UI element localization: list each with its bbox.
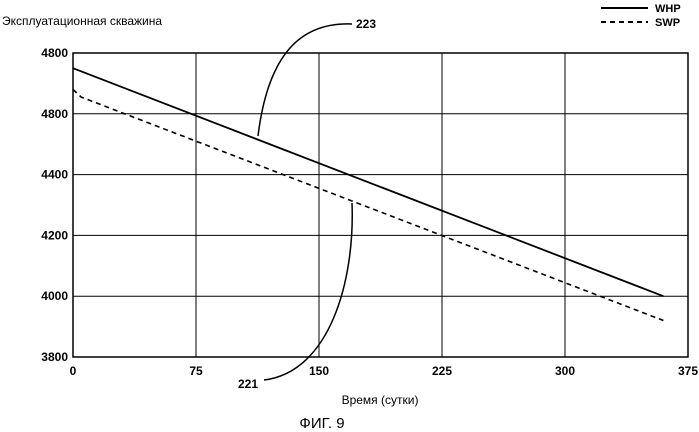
y-tick-label-4: 4800 bbox=[41, 107, 68, 121]
x-tick-label-4: 300 bbox=[555, 364, 575, 378]
y-tick-label-1: 4000 bbox=[41, 289, 68, 303]
x-tick-label-1: 75 bbox=[189, 364, 203, 378]
legend: WHP SWP bbox=[601, 3, 681, 29]
series-layer bbox=[73, 68, 663, 320]
x-axis-label: Время (сутки) bbox=[342, 393, 419, 407]
annotation-label-223: 223 bbox=[356, 17, 376, 31]
y-tick-label-0: 3800 bbox=[41, 350, 68, 364]
series-line-swp bbox=[73, 90, 663, 321]
legend-label-swp: SWP bbox=[655, 17, 680, 29]
y-axis-ticks: 3800 4000 4200 4400 4800 4800 bbox=[41, 46, 68, 364]
x-tick-label-2: 150 bbox=[309, 364, 329, 378]
y-tick-label-3: 4400 bbox=[41, 168, 68, 182]
x-axis-ticks: 0 75 150 225 300 375 bbox=[70, 364, 699, 378]
grid bbox=[73, 53, 688, 357]
plot-frame bbox=[73, 53, 688, 357]
plot-area bbox=[73, 53, 688, 357]
annotation-223: 223 bbox=[258, 17, 376, 136]
x-tick-label-0: 0 bbox=[70, 364, 77, 378]
series-line-whp bbox=[73, 68, 663, 296]
figure-caption: ФИГ. 9 bbox=[299, 415, 344, 432]
chart-title: Эксплуатационная скважина bbox=[2, 14, 162, 28]
legend-label-whp: WHP bbox=[655, 3, 681, 15]
annotation-221: 221 bbox=[238, 203, 352, 391]
y-tick-label-2: 4200 bbox=[41, 228, 68, 242]
x-tick-label-5: 375 bbox=[678, 364, 698, 378]
x-tick-label-3: 225 bbox=[432, 364, 452, 378]
annotation-leader-221 bbox=[264, 203, 352, 380]
annotation-label-221: 221 bbox=[238, 377, 258, 391]
y-tick-label-5: 4800 bbox=[41, 46, 68, 60]
annotation-leader-223 bbox=[258, 24, 352, 136]
